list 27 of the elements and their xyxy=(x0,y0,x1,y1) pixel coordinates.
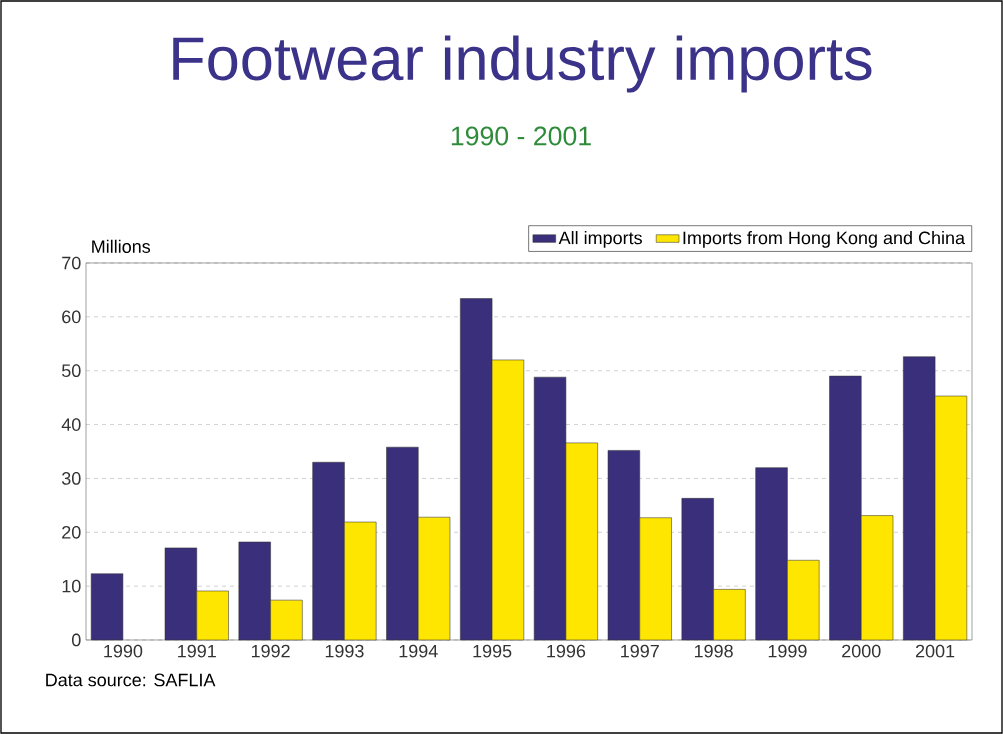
y-tick-label: 10 xyxy=(62,579,81,593)
x-tick-label: 1997 xyxy=(621,644,659,658)
x-tick-label: 1992 xyxy=(251,644,290,658)
y-axis-title: Millions xyxy=(92,239,151,253)
bar xyxy=(90,573,124,641)
y-tick-label: 70 xyxy=(62,256,81,270)
x-tick-label: 1998 xyxy=(694,644,733,658)
x-tick-label: 2000 xyxy=(842,644,881,658)
y-tick-label: 20 xyxy=(62,525,81,539)
y-tick-label: 60 xyxy=(62,310,81,324)
x-tick-label: 1993 xyxy=(325,644,364,658)
legend-label: All imports xyxy=(558,231,642,248)
y-tick-label: 30 xyxy=(61,472,81,485)
y-tick-label: 40 xyxy=(61,418,81,431)
legend-label: Imports from Hong Kong and China xyxy=(683,231,966,248)
x-tick-label: 1996 xyxy=(547,644,586,658)
x-tick-label: 1991 xyxy=(178,644,216,658)
y-tick-label: 0 xyxy=(72,633,81,647)
x-tick-label: 1990 xyxy=(104,644,143,658)
x-tick-label: 1994 xyxy=(399,644,438,658)
x-tick-label: 2001 xyxy=(915,644,955,658)
chart-title: Footwear industry imports xyxy=(173,35,872,93)
x-tick-label: 1995 xyxy=(473,644,512,658)
source-note: Data source: SAFLIA xyxy=(46,673,216,687)
chart-subtitle: 1990 - 2001 xyxy=(451,126,591,146)
x-tick-label: 1999 xyxy=(768,644,807,658)
y-tick-label: 50 xyxy=(61,364,81,378)
